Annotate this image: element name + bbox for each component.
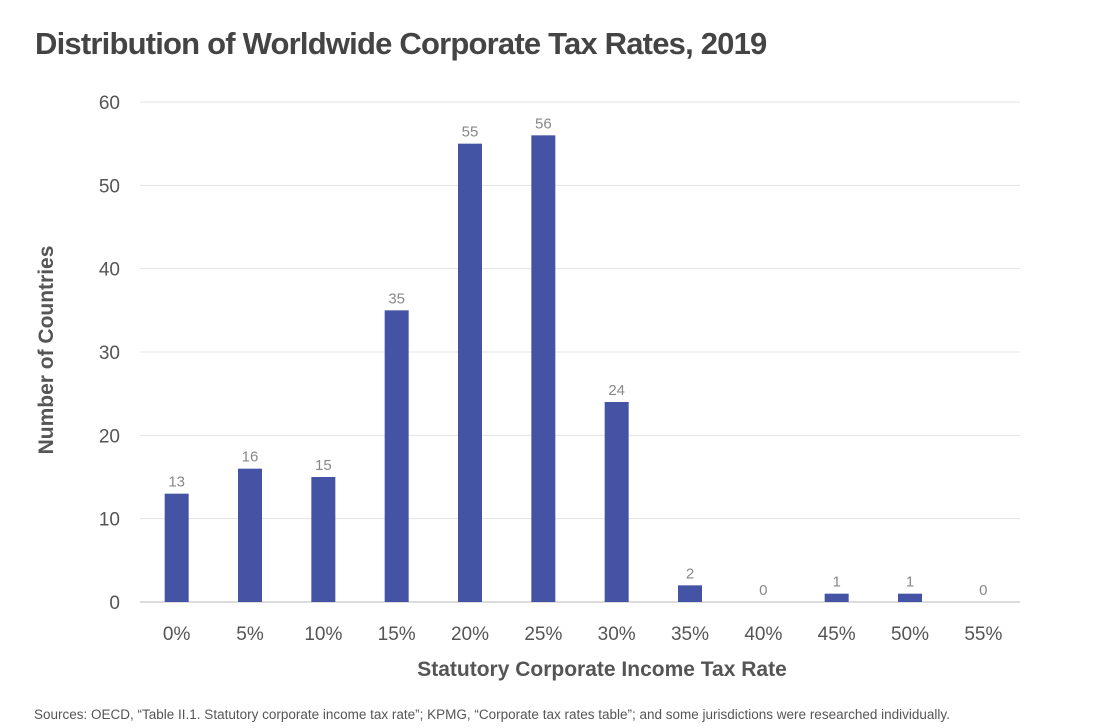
x-tick-label: 5% xyxy=(236,624,264,645)
bar-30% xyxy=(604,402,629,602)
bar-35% xyxy=(678,585,702,602)
source-note: Sources: OECD, “Table II.1. Statutory co… xyxy=(34,707,950,722)
x-tick-label: 35% xyxy=(671,624,709,645)
bar-45% xyxy=(824,593,849,602)
bar-5% xyxy=(238,468,262,602)
x-tick-label: 50% xyxy=(891,624,929,645)
x-tick-label: 30% xyxy=(598,624,636,645)
bar-10% xyxy=(311,477,336,602)
bar-20% xyxy=(458,143,482,602)
y-tick-label: 30 xyxy=(99,343,120,364)
data-label: 2 xyxy=(686,565,694,582)
data-label: 24 xyxy=(608,382,625,399)
data-label: 35 xyxy=(388,290,405,307)
chart-title: Distribution of Worldwide Corporate Tax … xyxy=(35,26,767,61)
y-tick-label: 10 xyxy=(99,510,120,531)
gridlines xyxy=(140,101,1020,603)
x-tick-label: 10% xyxy=(304,624,342,645)
data-label: 0 xyxy=(759,582,767,599)
data-label: 1 xyxy=(906,574,914,591)
bars xyxy=(164,135,922,603)
x-tick-label: 40% xyxy=(744,624,782,645)
x-tick-label: 55% xyxy=(964,624,1002,645)
y-tick-label: 50 xyxy=(99,176,120,197)
y-tick-label: 20 xyxy=(99,426,120,447)
x-tick-label: 0% xyxy=(163,624,191,645)
data-label: 55 xyxy=(462,124,479,141)
data-label: 56 xyxy=(535,115,552,132)
y-tick-label: 40 xyxy=(99,260,120,281)
y-tick-label: 60 xyxy=(99,93,120,114)
x-axis-label: Statutory Corporate Income Tax Rate xyxy=(417,658,787,681)
data-label: 16 xyxy=(242,449,259,466)
y-axis-label: Number of Countries xyxy=(35,246,58,455)
data-labels: 13 16 15 35 55 56 24 2 0 1 1 0 xyxy=(168,115,987,599)
x-tick-label: 25% xyxy=(524,624,562,645)
data-label: 1 xyxy=(832,574,840,591)
bar-50% xyxy=(898,593,922,602)
bar-0% xyxy=(164,493,189,602)
data-label: 13 xyxy=(168,474,185,491)
bar-15% xyxy=(384,310,409,602)
x-axis-ticks: 0% 5% 10% 15% 20% 25% 30% 35% 40% 45% 50% 55% xyxy=(163,624,1003,645)
data-label: 0 xyxy=(979,582,987,599)
x-tick-label: 15% xyxy=(378,624,416,645)
y-tick-label: 0 xyxy=(109,593,120,614)
y-axis-ticks: 0 10 20 30 40 50 60 xyxy=(99,93,120,614)
x-tick-label: 20% xyxy=(451,624,489,645)
bar-25% xyxy=(531,135,556,603)
data-label: 15 xyxy=(315,457,332,474)
x-tick-label: 45% xyxy=(818,624,856,645)
